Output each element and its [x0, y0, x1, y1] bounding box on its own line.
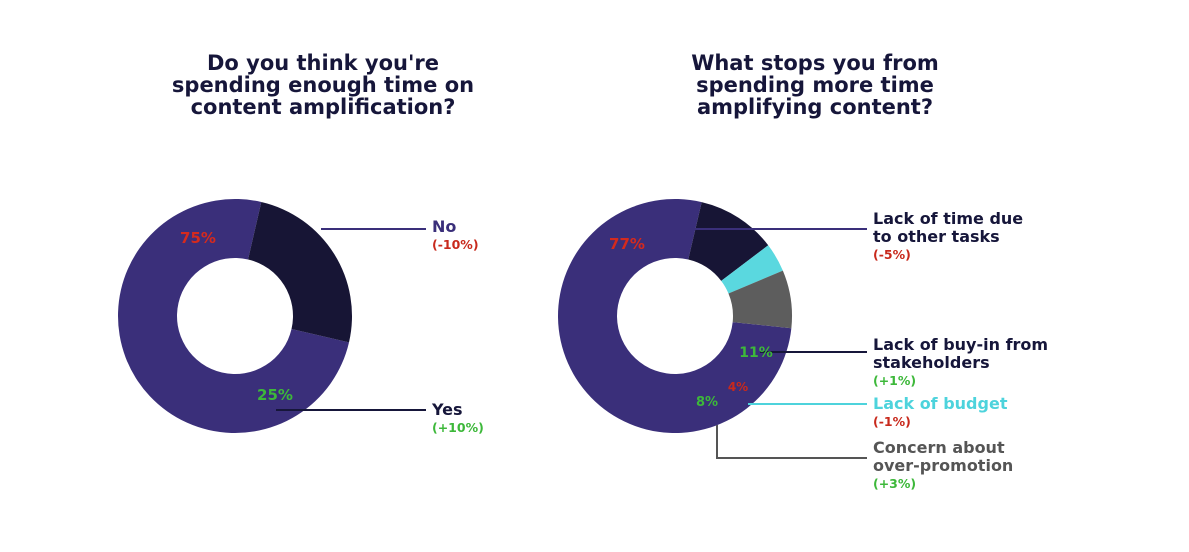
chart-title-line: content amplification? — [191, 95, 456, 119]
legend-label-line: Lack of budget — [873, 394, 1008, 413]
donut-chart-1: Do you think you're spending enough time … — [118, 51, 484, 435]
legend-label: Lack of time due to other tasks — [873, 209, 1023, 246]
donut-slice — [558, 199, 792, 433]
chart-title-line: Do you think you're — [207, 51, 439, 75]
slice-value-label: 75% — [180, 229, 216, 247]
legend-label-line: over-promotion — [873, 456, 1013, 475]
legend-label-line: Lack of buy-in from — [873, 335, 1048, 354]
chart-title-line: spending more time — [696, 73, 934, 97]
chart-title: Do you think you're spending enough time … — [172, 51, 474, 119]
slice-value-label: 25% — [257, 386, 293, 404]
donut-slice — [688, 202, 769, 281]
legend-label-line: Yes — [431, 400, 463, 419]
slice-value-label: 4% — [728, 380, 748, 394]
chart-title: What stops you from spending more time amp… — [691, 51, 939, 119]
legend-label: Lack of budget — [873, 394, 1008, 413]
chart-title-line: What stops you from — [691, 51, 939, 75]
legend-change: (-10%) — [432, 237, 479, 252]
slice-value-label: 11% — [739, 345, 773, 361]
legend-label-line: to other tasks — [873, 227, 1000, 246]
legend-label: No — [432, 217, 456, 236]
slice-value-label: 8% — [696, 395, 718, 410]
legend-change: (-5%) — [873, 247, 911, 262]
slice-value-label: 77% — [609, 235, 645, 253]
donut-slice — [248, 201, 352, 343]
legend-label-line: No — [432, 217, 456, 236]
legend-label-line: Concern about — [873, 438, 1005, 457]
legend-change: (+1%) — [873, 373, 916, 388]
donut-chart-2: What stops you from spending more time amp… — [558, 51, 1048, 491]
chart-title-line: amplifying content? — [697, 95, 933, 119]
donut-slice — [118, 198, 350, 433]
legend-label: Concern about over-promotion — [873, 438, 1013, 475]
legend-change: (+10%) — [432, 420, 484, 435]
legend-change: (+3%) — [873, 476, 916, 491]
legend-label-line: stakeholders — [873, 353, 990, 372]
legend-change: (-1%) — [873, 414, 911, 429]
donut-slice — [728, 270, 793, 329]
leader-line — [716, 425, 867, 459]
donut-slice — [721, 245, 783, 294]
legend-label: Lack of buy-in from stakeholders — [873, 335, 1048, 372]
legend-label: Yes — [431, 400, 463, 419]
chart-title-line: spending enough time on — [172, 73, 474, 97]
legend-label-line: Lack of time due — [873, 209, 1023, 228]
